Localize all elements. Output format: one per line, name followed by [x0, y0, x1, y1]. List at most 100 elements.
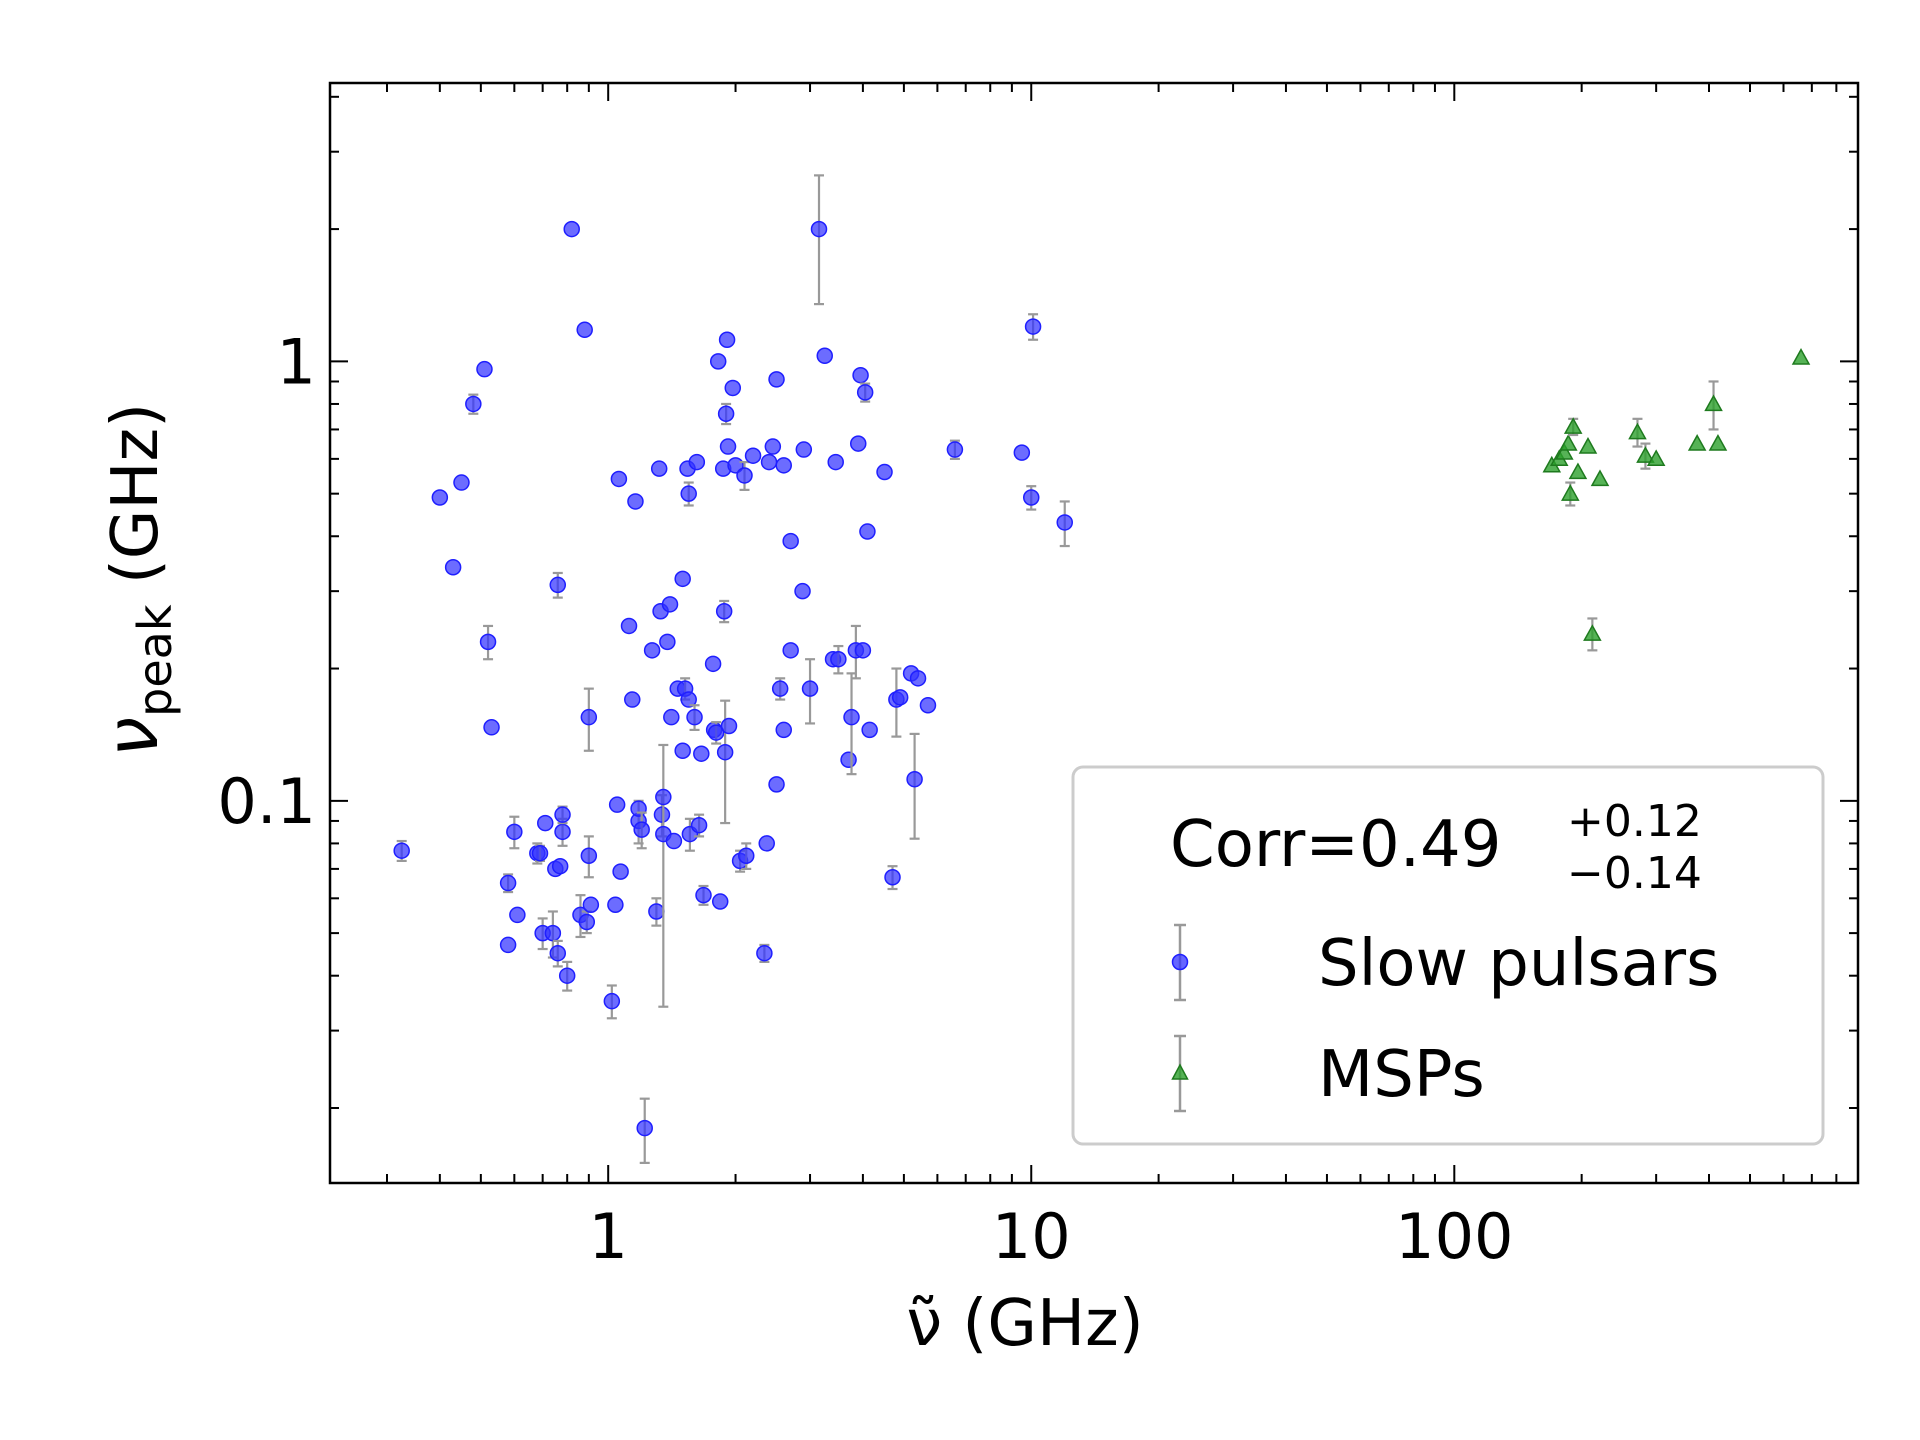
slow-pulsars-point: [431, 489, 449, 506]
slow-pulsars-point: [690, 816, 708, 834]
slow-pulsars-point: [608, 796, 626, 813]
slow-pulsars-point: [1024, 318, 1042, 335]
slow-pulsars-point: [624, 691, 641, 708]
slow-pulsars-point: [509, 906, 526, 924]
slow-pulsars-point: [810, 220, 828, 238]
slow-pulsars-point: [549, 944, 567, 962]
plot-frame-border: [328, 81, 1860, 1185]
slow-pulsars-point: [479, 633, 497, 651]
slow-pulsars-point: [919, 697, 937, 714]
slow-pulsars-point: [476, 360, 493, 378]
legend-title-sup: +0.12: [1567, 796, 1702, 847]
slow-pulsars-point: [909, 670, 927, 687]
slow-pulsars-point: [707, 724, 725, 741]
slow-pulsars-point: [884, 869, 901, 886]
slow-pulsars-point: [636, 1119, 653, 1137]
slow-pulsars-point: [775, 721, 792, 739]
y-tick-label: 1: [277, 325, 316, 398]
slow-pulsars-point: [633, 821, 650, 838]
msps-point: [1561, 484, 1580, 501]
slow-pulsars-point: [771, 680, 789, 697]
slow-pulsars-point: [768, 371, 785, 388]
slow-pulsars-point: [827, 453, 844, 471]
slow-pulsars-point: [1013, 444, 1031, 461]
slow-pulsars-point: [861, 721, 878, 739]
slow-pulsars-point: [801, 680, 819, 697]
legend: Corr=0.49 +0.12 −0.14 Slow pulsars MSPs: [1071, 765, 1825, 1146]
slow-pulsars-point: [859, 523, 876, 540]
slow-pulsars-point: [852, 366, 869, 384]
msps-point: [1636, 446, 1655, 463]
slow-pulsars-point: [688, 453, 706, 471]
slow-pulsars-point: [715, 603, 733, 620]
y-axis-label-unit: (GHz): [99, 403, 173, 605]
slow-pulsars-point: [603, 992, 621, 1010]
slow-pulsars-point: [612, 863, 629, 880]
slow-pulsars-point: [444, 559, 462, 576]
msps-point: [1590, 469, 1610, 487]
slow-pulsars-point: [891, 689, 909, 706]
slow-pulsars-point: [686, 708, 703, 726]
slow-pulsars-point: [650, 460, 668, 477]
msps-point: [1563, 417, 1583, 434]
slow-pulsars-point: [680, 691, 697, 708]
slow-pulsars-point: [537, 814, 554, 832]
slow-pulsars-point: [531, 844, 549, 862]
x-axis-label: ν̃ (GHz): [906, 1287, 1143, 1361]
legend-title-sub: −0.14: [1567, 848, 1702, 899]
slow-pulsars-point: [580, 708, 598, 726]
y-axis-label-subscript: peak: [128, 604, 182, 717]
legend-marker-slow-pulsars: [1171, 953, 1189, 971]
msps-point: [1568, 462, 1588, 480]
slow-pulsars-point: [563, 220, 580, 238]
msps-point: [1628, 422, 1647, 440]
slow-pulsars-point: [544, 924, 562, 942]
msps-point: [1704, 394, 1723, 412]
legend-title-main: Corr=0.49: [1170, 808, 1501, 882]
slow-pulsars-point: [1022, 489, 1040, 506]
slow-pulsars-point: [736, 467, 753, 484]
slow-pulsars-point: [1056, 514, 1073, 531]
msps-point: [1646, 449, 1666, 467]
slow-pulsars-point: [627, 493, 644, 510]
slow-pulsars-point: [744, 447, 762, 464]
slow-pulsars-point: [756, 944, 773, 962]
slow-pulsars-point: [499, 874, 517, 892]
slow-pulsars-point: [946, 441, 964, 458]
slow-pulsars-point: [674, 742, 691, 760]
slow-pulsars-point: [659, 633, 676, 651]
slow-pulsars-point: [663, 708, 680, 726]
msps-point: [1791, 348, 1811, 365]
legend-entry-msps: MSPs: [1171, 1034, 1485, 1113]
slow-pulsars-point: [580, 847, 598, 864]
slow-pulsars-point: [737, 847, 755, 864]
slow-pulsars-point: [719, 438, 737, 455]
msps-point: [1687, 434, 1707, 451]
slow-pulsars-point: [655, 788, 672, 806]
slow-pulsars-point: [704, 655, 722, 673]
slow-pulsars-point: [680, 485, 697, 502]
y-axis-label: νpeak (GHz): [90, 403, 182, 757]
slow-pulsars-point: [578, 913, 596, 931]
slow-pulsars-point: [758, 835, 775, 852]
slow-pulsars-point: [653, 806, 671, 823]
legend-marker-msps: [1171, 1063, 1189, 1080]
legend-title: Corr=0.49: [1170, 808, 1501, 882]
slow-pulsars-point: [554, 823, 571, 841]
msps-point: [1559, 434, 1578, 451]
legend-label-slow-pulsars: Slow pulsars: [1318, 927, 1719, 1001]
slow-pulsars-point: [610, 470, 628, 488]
slow-pulsars-point: [854, 642, 872, 659]
slow-pulsars-point: [760, 453, 778, 471]
slow-pulsars-point: [840, 751, 857, 769]
legend-entry-slow-pulsars: Slow pulsars: [1171, 923, 1719, 1002]
slow-pulsars-point: [665, 832, 683, 850]
slow-pulsars-point: [630, 800, 647, 817]
legend-label-msps: MSPs: [1318, 1038, 1485, 1112]
x-tick-label: 1: [588, 1200, 627, 1273]
slow-pulsars-point: [693, 745, 710, 762]
msps-point: [1555, 443, 1574, 460]
slow-pulsars-point: [830, 650, 847, 668]
slow-pulsars-point: [718, 331, 736, 348]
